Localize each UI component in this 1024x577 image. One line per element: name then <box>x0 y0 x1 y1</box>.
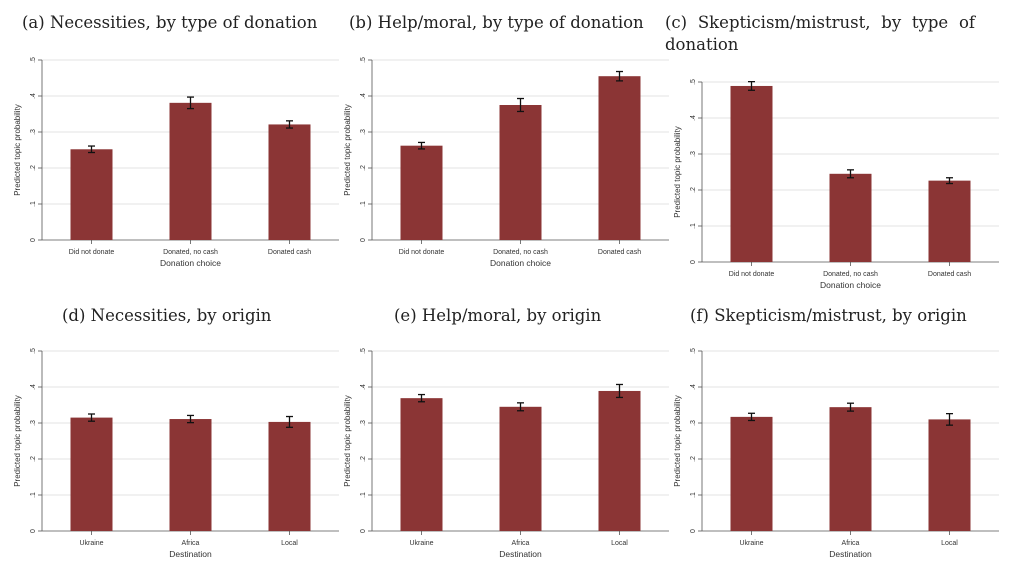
y-tick-label: .1 <box>30 201 37 207</box>
y-tick-label: .2 <box>30 456 37 462</box>
panel-f-title: (f) Skepticism/mistrust, by origin <box>690 306 967 325</box>
y-axis-label: Predicted topic probability <box>343 104 352 196</box>
panel-d-title: (d) Necessities, by origin <box>62 306 272 325</box>
x-axis-label: Destination <box>499 549 542 559</box>
bar <box>829 407 872 531</box>
y-tick-label: .4 <box>690 115 697 121</box>
y-tick-label: .3 <box>360 129 367 135</box>
x-tick-label: Donated cash <box>268 249 311 256</box>
bar <box>268 124 311 240</box>
panel-e-title: (e) Help/moral, by origin <box>394 306 602 325</box>
x-tick-label: Local <box>941 540 958 547</box>
x-tick-label: Ukraine <box>79 540 103 547</box>
y-tick-label: .5 <box>30 57 37 63</box>
y-tick-label: .2 <box>360 456 367 462</box>
x-axis-label: Destination <box>169 549 212 559</box>
bar <box>598 76 641 240</box>
y-tick-label: .3 <box>30 129 37 135</box>
x-tick-label: Africa <box>182 540 200 547</box>
y-tick-label: 0 <box>690 529 697 533</box>
bar <box>730 85 773 263</box>
y-tick-label: 0 <box>30 238 37 242</box>
y-tick-label: 0 <box>360 238 367 242</box>
y-tick-label: .1 <box>690 492 697 498</box>
y-tick-label: .4 <box>360 384 367 390</box>
y-tick-label: .5 <box>30 348 37 354</box>
y-axis-label: Predicted topic probability <box>673 395 682 487</box>
y-tick-label: 0 <box>360 529 367 533</box>
y-tick-label: .5 <box>690 79 697 85</box>
x-axis-label: Donation choice <box>490 258 551 268</box>
y-tick-label: .4 <box>690 384 697 390</box>
bar <box>499 406 542 531</box>
x-tick-label: Donated cash <box>598 249 641 256</box>
y-tick-label: .2 <box>360 165 367 171</box>
chart-d: 0 .1 .2 .3 .4 .5 Predicted topic probability Uk… <box>13 348 339 559</box>
x-tick-label: Donated cash <box>928 271 971 278</box>
y-tick-label: .3 <box>690 420 697 426</box>
x-tick-label: Did not donate <box>729 271 775 278</box>
chart-f: 0 .1 .2 .3 .4 .5 Predicted topic probability Uk… <box>673 348 999 559</box>
bar <box>598 390 641 531</box>
bar <box>268 421 311 531</box>
x-tick-label: Local <box>281 540 298 547</box>
y-tick-label: .3 <box>30 420 37 426</box>
y-tick-label: 0 <box>690 260 697 264</box>
x-tick-label: Did not donate <box>69 249 115 256</box>
y-tick-label: .1 <box>690 223 697 229</box>
x-tick-label: Donated, no cash <box>163 249 218 256</box>
y-tick-label: 0 <box>30 529 37 533</box>
bar <box>829 173 872 262</box>
bar <box>400 145 443 240</box>
x-tick-label: Did not donate <box>399 249 445 256</box>
x-tick-label: Local <box>611 540 628 547</box>
y-tick-label: .1 <box>360 492 367 498</box>
x-tick-label: Ukraine <box>409 540 433 547</box>
panel-c-title: (c) Skepticism/mistrust, by type of dona… <box>665 13 975 54</box>
panel-b-title: (b) Help/moral, by type of donation <box>349 13 644 32</box>
y-tick-label: .5 <box>360 57 367 63</box>
chart-b: 0 .1 .2 .3 .4 .5 Predicted topic probability Di… <box>343 57 669 268</box>
bar <box>169 102 212 240</box>
y-axis-label: Predicted topic probability <box>343 395 352 487</box>
x-axis-label: Destination <box>829 549 872 559</box>
bar <box>499 105 542 240</box>
y-axis-label: Predicted topic probability <box>673 126 682 218</box>
y-tick-label: .5 <box>360 348 367 354</box>
y-tick-label: .3 <box>690 151 697 157</box>
x-tick-label: Ukraine <box>739 540 763 547</box>
x-axis-label: Donation choice <box>820 280 881 290</box>
y-axis-label: Predicted topic probability <box>13 104 22 196</box>
y-tick-label: .2 <box>30 165 37 171</box>
chart-a: 0 .1 .2 .3 .4 .5 Predicted topic probability Di… <box>13 57 339 268</box>
y-tick-label: .1 <box>30 492 37 498</box>
x-tick-label: Donated, no cash <box>493 249 548 256</box>
panel-a-title: (a) Necessities, by type of donation <box>22 13 318 32</box>
bar <box>928 419 971 531</box>
y-tick-label: .3 <box>360 420 367 426</box>
chart-e: 0 .1 .2 .3 .4 .5 Predicted topic probability Uk… <box>343 348 669 559</box>
bar <box>70 417 113 531</box>
bar <box>400 398 443 531</box>
y-tick-label: .2 <box>690 456 697 462</box>
x-axis-label: Donation choice <box>160 258 221 268</box>
y-tick-label: .4 <box>30 384 37 390</box>
x-tick-label: Africa <box>512 540 530 547</box>
bar <box>70 149 113 240</box>
y-tick-label: .4 <box>360 93 367 99</box>
y-axis-label: Predicted topic probability <box>13 395 22 487</box>
bar <box>169 419 212 531</box>
y-tick-label: .5 <box>690 348 697 354</box>
y-tick-label: .2 <box>690 187 697 193</box>
bar <box>928 180 971 262</box>
y-tick-label: .1 <box>360 201 367 207</box>
x-tick-label: Donated, no cash <box>823 271 878 278</box>
bar <box>730 416 773 531</box>
x-tick-label: Africa <box>842 540 860 547</box>
chart-c: 0 .1 .2 .3 .4 .5 Predicted topic probability Di… <box>673 79 999 290</box>
y-tick-label: .4 <box>30 93 37 99</box>
